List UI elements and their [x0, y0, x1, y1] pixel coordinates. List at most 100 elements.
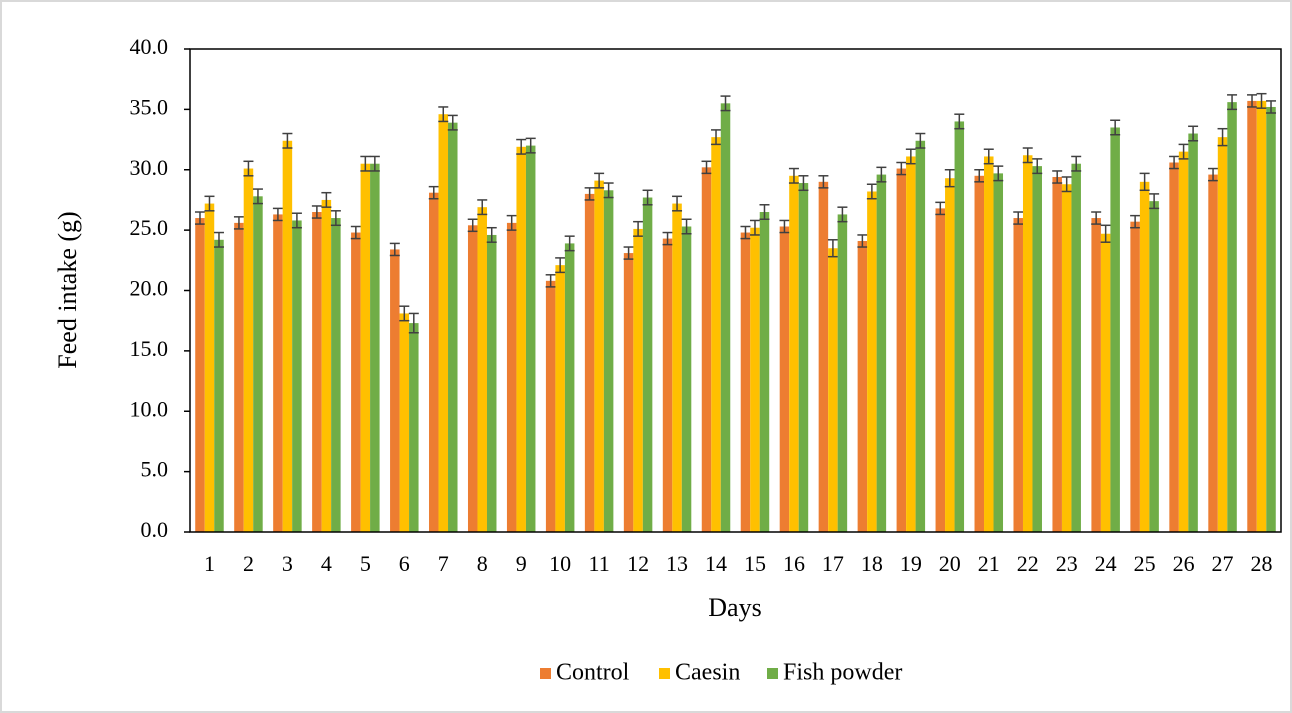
bar [1110, 127, 1120, 533]
bar [584, 193, 595, 532]
x-tick-label: 14 [705, 551, 727, 576]
bar [857, 240, 868, 532]
y-tick-label: 40.0 [130, 34, 169, 59]
x-tick-label: 7 [438, 551, 449, 576]
bar [974, 175, 985, 532]
x-tick-label: 2 [243, 551, 254, 576]
bar [876, 174, 887, 532]
bar [429, 192, 439, 532]
bar [1032, 166, 1042, 532]
x-tick-label: 4 [321, 551, 332, 576]
bar [915, 140, 926, 532]
x-tick-label: 5 [360, 551, 371, 576]
bar [409, 323, 419, 532]
x-tick-label: 26 [1173, 551, 1195, 576]
bar [642, 197, 653, 532]
bar [1208, 174, 1218, 532]
bar [467, 225, 478, 533]
bar [1266, 106, 1276, 533]
x-tick-label: 10 [549, 551, 571, 576]
bar [312, 212, 322, 532]
bar [1227, 102, 1237, 532]
x-tick-label: 17 [822, 551, 844, 576]
bar [1169, 162, 1179, 532]
bar [564, 243, 575, 532]
bar [1052, 176, 1062, 532]
bar [789, 175, 799, 532]
x-tick-label: 21 [978, 551, 1000, 576]
x-tick-label: 18 [861, 551, 883, 576]
bar [282, 140, 293, 532]
bar [1247, 100, 1257, 533]
bar [818, 181, 829, 532]
bar [984, 156, 994, 532]
x-tick-label: 28 [1251, 551, 1273, 576]
bar [672, 203, 682, 532]
bar [1061, 184, 1072, 533]
bar [993, 173, 1004, 532]
x-tick-label: 20 [939, 551, 961, 576]
y-tick-label: 0.0 [141, 517, 169, 542]
x-tick-label: 11 [589, 551, 610, 576]
y-tick-label: 20.0 [130, 276, 169, 301]
x-tick-label: 15 [744, 551, 766, 576]
bar [867, 191, 877, 533]
y-axis-title: Feed intake (g) [53, 211, 82, 368]
bar [603, 190, 614, 532]
bar [701, 167, 712, 532]
bar [331, 218, 341, 533]
bar [740, 232, 751, 533]
x-tick-label: 9 [516, 551, 527, 576]
y-tick-label: 30.0 [130, 155, 169, 180]
bar [204, 203, 215, 532]
bar [759, 212, 770, 532]
x-tick-label: 13 [666, 551, 688, 576]
bar [1256, 100, 1267, 533]
x-tick-label: 12 [627, 551, 649, 576]
x-tick-label: 1 [204, 551, 215, 576]
bar [798, 183, 809, 532]
bar [292, 220, 302, 532]
bar [935, 208, 946, 532]
x-tick-label: 23 [1056, 551, 1078, 576]
bar [1178, 151, 1189, 532]
x-tick-label: 19 [900, 551, 922, 576]
bar [1091, 218, 1101, 533]
y-tick-label: 35.0 [130, 94, 169, 119]
bar [360, 163, 371, 532]
bar [1217, 137, 1228, 532]
plot-frame [189, 48, 1282, 533]
x-tick-label: 25 [1134, 551, 1156, 576]
bar [623, 253, 634, 532]
bar [711, 137, 721, 532]
bar [945, 178, 955, 532]
bar [594, 180, 604, 532]
bar [370, 163, 380, 532]
x-tick-label: 8 [477, 551, 488, 576]
y-tick-label: 15.0 [130, 336, 169, 361]
bar [486, 234, 497, 532]
x-axis-title: Days [708, 593, 761, 622]
x-tick-label: 6 [399, 551, 410, 576]
bar [681, 226, 692, 532]
legend-label: Fish powder [783, 660, 902, 686]
bar [555, 265, 565, 532]
bar [545, 280, 556, 532]
bar [662, 238, 673, 532]
legend-swatch [659, 668, 670, 679]
bar [1022, 155, 1033, 532]
bar [837, 214, 848, 533]
bar [896, 168, 907, 533]
bar [243, 168, 254, 533]
bar [1100, 233, 1111, 532]
x-tick-label: 3 [282, 551, 293, 576]
legend-swatch [767, 668, 778, 679]
bar [720, 103, 731, 533]
x-tick-label: 16 [783, 551, 805, 576]
bar [438, 114, 449, 532]
bar [234, 222, 244, 532]
bar [477, 207, 487, 532]
bar [1149, 201, 1159, 532]
